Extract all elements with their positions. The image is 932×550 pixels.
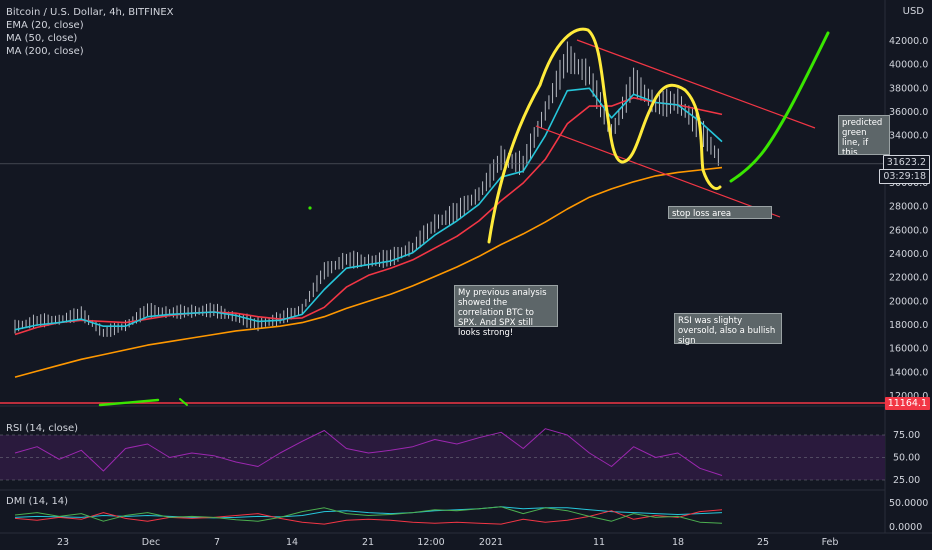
rsi-y-tick-label: 25.00 — [893, 475, 920, 486]
y-tick-label: 24000.0 — [889, 249, 928, 260]
ema20-line — [14, 87, 723, 331]
rsi-line — [14, 428, 723, 476]
x-tick-label: 11 — [593, 537, 605, 548]
last-price-tag: 31623.2 — [882, 155, 930, 170]
x-tick-label: 2021 — [479, 537, 503, 548]
y-tick-label: 34000.0 — [889, 131, 928, 142]
dmi-y-tick-label: 0.0000 — [889, 522, 922, 533]
indicator-ema20[interactable]: EMA (20, close) — [6, 20, 84, 31]
channel-upper — [576, 39, 816, 129]
y-tick-label: 22000.0 — [889, 273, 928, 284]
x-tick-label: 14 — [286, 537, 298, 548]
plus-di-line — [14, 506, 723, 524]
x-tick-label: 7 — [214, 537, 220, 548]
x-tick-label: 18 — [672, 537, 684, 548]
green-stroke — [98, 398, 160, 407]
y-tick-label: 42000.0 — [889, 36, 928, 47]
y-tick-label: 38000.0 — [889, 83, 928, 94]
dmi-y-tick-label: 50.0000 — [889, 498, 928, 509]
y-tick-label: 36000.0 — [889, 107, 928, 118]
rsi-note[interactable]: RSI was slighty oversold, also a bullish… — [674, 313, 782, 346]
y-tick-label: 14000.0 — [889, 367, 928, 378]
low-line-tag: 11164.1 — [884, 397, 930, 410]
symbol-title: Bitcoin / U.S. Dollar, 4h, BITFINEX — [6, 7, 174, 18]
rsi-y-tick-label: 50.00 — [893, 453, 920, 464]
y-tick-label: 18000.0 — [889, 320, 928, 331]
green-prediction-drawing — [729, 31, 830, 183]
indicator-ma200[interactable]: MA (200, close) — [6, 46, 84, 57]
ma50-line — [14, 97, 723, 336]
y-tick-label: 26000.0 — [889, 225, 928, 236]
minus-di-line — [14, 509, 723, 525]
analysis-note[interactable]: My previous analysis showed the correlat… — [454, 285, 558, 338]
x-tick-label: 25 — [757, 537, 769, 548]
chart-legend: Bitcoin / U.S. Dollar, 4h, BITFINEX EMA … — [6, 6, 174, 58]
y-tick-label: 16000.0 — [889, 344, 928, 355]
rsi-pane-label[interactable]: RSI (14, close) — [6, 423, 79, 434]
rsi-band — [0, 435, 885, 480]
x-tick-label: Feb — [822, 537, 839, 548]
y-tick-label: 20000.0 — [889, 296, 928, 307]
currency-label[interactable]: USD — [902, 6, 924, 17]
x-tick-label: 21 — [362, 537, 374, 548]
stop-loss-note[interactable]: stop loss area — [668, 206, 772, 219]
x-tick-label: 23 — [57, 537, 69, 548]
yellow-pattern-drawing — [487, 27, 722, 244]
y-tick-label: 12000.0 — [889, 391, 928, 402]
countdown-tag: 03:29:18 — [879, 169, 930, 184]
green-dot — [308, 206, 312, 210]
prediction-note[interactable]: predicted green line, if this model bear… — [838, 115, 890, 155]
green-stroke — [179, 398, 188, 406]
dmi-pane-label[interactable]: DMI (14, 14) — [6, 496, 69, 507]
x-tick-label: 12:00 — [417, 537, 444, 548]
x-tick-label: Dec — [142, 537, 160, 548]
adx-line — [14, 506, 723, 519]
ma200-line — [14, 166, 723, 378]
channel-lower — [535, 125, 781, 218]
y-tick-label: 28000.0 — [889, 202, 928, 213]
indicator-ma50[interactable]: MA (50, close) — [6, 33, 78, 44]
y-tick-label: 40000.0 — [889, 60, 928, 71]
rsi-y-tick-label: 75.00 — [893, 430, 920, 441]
